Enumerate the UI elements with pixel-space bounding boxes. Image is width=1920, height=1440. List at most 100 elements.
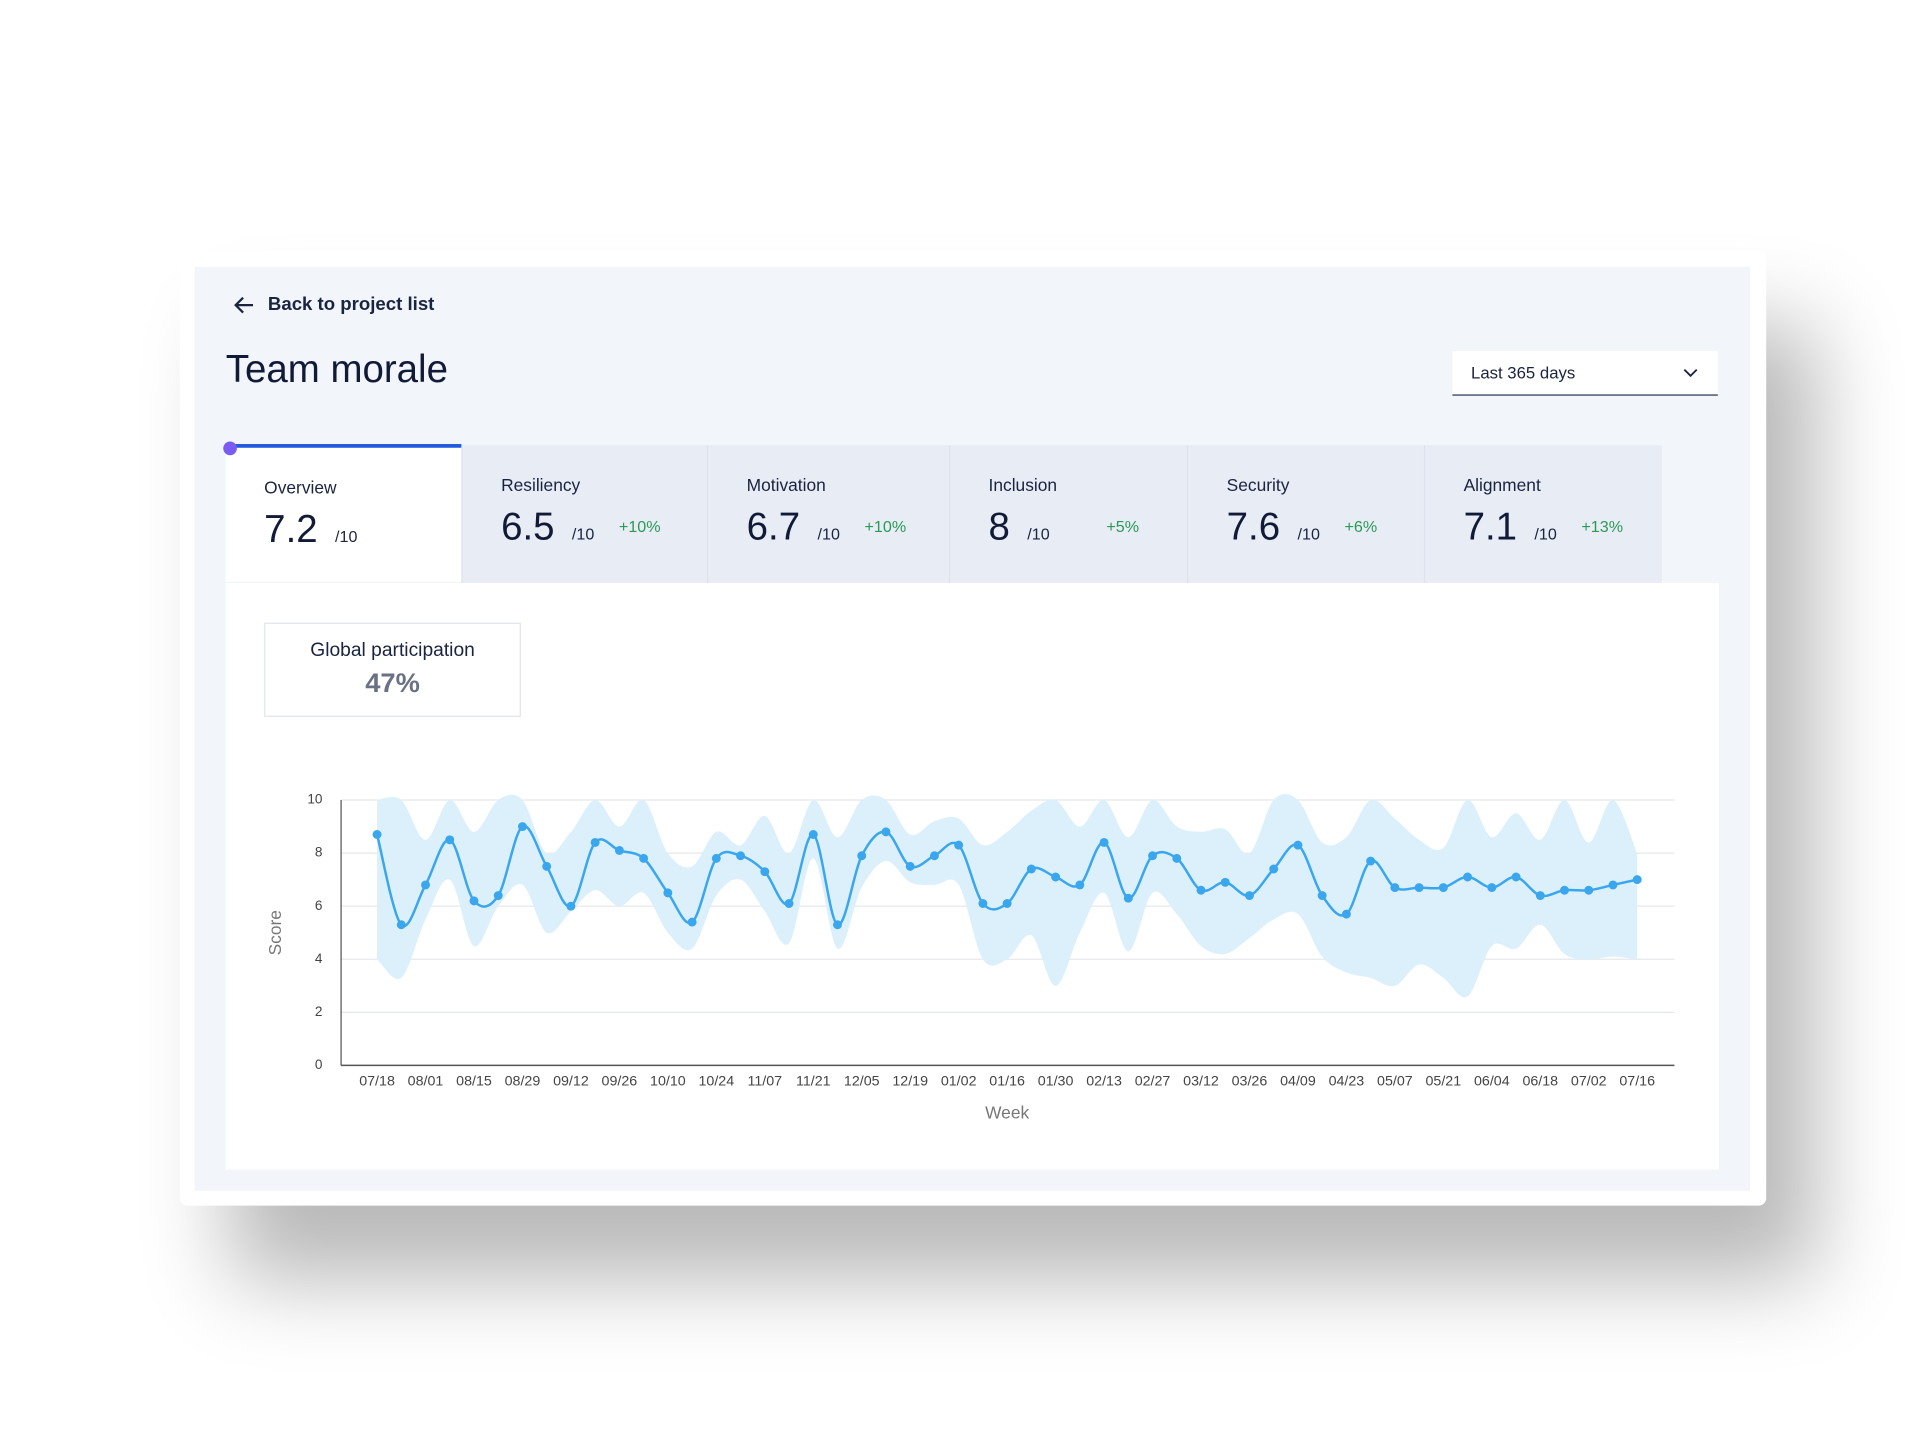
x-tick-label: 08/15 — [456, 1073, 492, 1089]
y-axis-label: Score — [265, 910, 285, 955]
tab[interactable]: Alignment 7.1/10 +13% — [1423, 445, 1663, 583]
y-tick-label: 8 — [315, 845, 323, 860]
score-point — [1463, 872, 1473, 882]
score-point — [663, 888, 673, 898]
participation-label: Global participation — [310, 639, 475, 662]
tab[interactable]: Overview 7.2/10 — [223, 441, 462, 582]
score-point — [1196, 885, 1206, 895]
x-tick-label: 04/09 — [1280, 1073, 1316, 1089]
x-tick-label: 11/07 — [747, 1073, 782, 1089]
score-point — [1438, 883, 1448, 893]
y-tick-label: 4 — [315, 951, 323, 966]
score-point — [808, 830, 818, 839]
score-point — [372, 830, 382, 839]
x-tick-label: 06/04 — [1474, 1073, 1510, 1089]
score-point — [833, 920, 842, 930]
x-tick-label: 03/26 — [1232, 1073, 1268, 1089]
back-link-text: Back to project list — [267, 293, 435, 316]
x-tick-label: 08/01 — [408, 1073, 444, 1089]
x-tick-label: 01/02 — [941, 1073, 977, 1089]
page-title: Team morale — [225, 347, 448, 391]
x-tick-label: 12/19 — [892, 1073, 928, 1089]
tab[interactable]: Inclusion 8/10 +5% — [948, 445, 1187, 583]
tab-label: Inclusion — [988, 475, 1058, 495]
score-point — [614, 845, 624, 855]
x-tick-label: 09/12 — [553, 1073, 589, 1089]
tab-scale: /10 — [1027, 524, 1050, 544]
tab-change: +5% — [1106, 517, 1140, 536]
score-point — [542, 861, 552, 871]
score-point — [881, 827, 891, 837]
score-point — [469, 896, 479, 906]
back-link[interactable]: Back to project list — [233, 294, 434, 315]
x-tick-label: 10/10 — [650, 1073, 686, 1089]
score-point — [1051, 872, 1061, 882]
x-tick-label: 02/13 — [1086, 1073, 1122, 1089]
score-point — [784, 899, 794, 908]
score-point — [1584, 885, 1594, 895]
score-point — [493, 891, 503, 901]
score-point — [1269, 864, 1279, 874]
x-tick-label: 06/18 — [1522, 1073, 1558, 1089]
score-point — [1172, 853, 1182, 863]
y-tick-label: 2 — [315, 1004, 323, 1019]
y-tick-label: 10 — [307, 792, 323, 807]
y-tick-label: 0 — [315, 1057, 323, 1072]
active-dot — [223, 441, 237, 456]
score-point — [1293, 840, 1303, 850]
period-text: Last 365 days — [1471, 363, 1576, 383]
tab-score: 7.6 — [1226, 504, 1281, 549]
tab-scale: /10 — [571, 524, 595, 544]
score-point — [1487, 883, 1497, 893]
score-point — [421, 880, 430, 890]
score-point — [1414, 883, 1424, 893]
score-point — [1002, 899, 1012, 908]
score-point — [711, 853, 721, 863]
tab-label: Security — [1226, 475, 1290, 495]
score-point — [905, 861, 915, 871]
score-point — [1511, 872, 1521, 882]
x-tick-label: 01/16 — [989, 1073, 1025, 1089]
score-point — [954, 840, 964, 850]
score-point — [857, 851, 867, 861]
tab-score: 7.1 — [1463, 504, 1518, 549]
tab-score: 6.7 — [746, 504, 801, 549]
score-point — [978, 899, 988, 908]
participation-card: Global participation 47% — [264, 622, 521, 717]
tab-score: 8 — [988, 504, 1010, 549]
tab-label: Motivation — [746, 475, 826, 495]
participation-value: 47% — [365, 667, 420, 699]
score-point — [1366, 856, 1376, 866]
x-tick-label: 04/23 — [1329, 1073, 1365, 1089]
period-select[interactable]: Last 365 days — [1452, 351, 1718, 396]
tab-scale: /10 — [334, 527, 358, 546]
tab[interactable]: Resiliency 6.5/10 +10% — [461, 445, 707, 583]
tab-change: +13% — [1581, 517, 1624, 536]
confidence-band — [377, 794, 1638, 998]
tab-change: +10% — [618, 517, 661, 536]
x-tick-label: 08/29 — [505, 1073, 541, 1089]
tab-scale: /10 — [1534, 524, 1557, 544]
x-tick-label: 02/27 — [1135, 1073, 1171, 1089]
score-point — [1608, 880, 1618, 890]
score-point — [1535, 891, 1545, 901]
score-point — [1560, 885, 1569, 895]
tab[interactable]: Motivation 6.7/10 +10% — [706, 445, 949, 583]
x-tick-label: 09/26 — [602, 1073, 638, 1089]
x-tick-label: 03/12 — [1183, 1073, 1219, 1089]
score-point — [929, 851, 939, 861]
score-point — [1220, 877, 1230, 887]
tab-label: Alignment — [1463, 475, 1541, 495]
x-tick-label: 07/02 — [1571, 1073, 1607, 1089]
score-point — [760, 867, 770, 877]
x-axis-label: Week — [985, 1102, 1029, 1122]
tab-scale: /10 — [817, 524, 840, 544]
tab[interactable]: Security 7.6/10 +6% — [1186, 445, 1424, 583]
score-point — [1123, 893, 1133, 903]
x-tick-label: 05/07 — [1377, 1073, 1413, 1089]
tab-score: 7.2 — [264, 507, 318, 551]
x-tick-label: 01/30 — [1038, 1073, 1074, 1089]
